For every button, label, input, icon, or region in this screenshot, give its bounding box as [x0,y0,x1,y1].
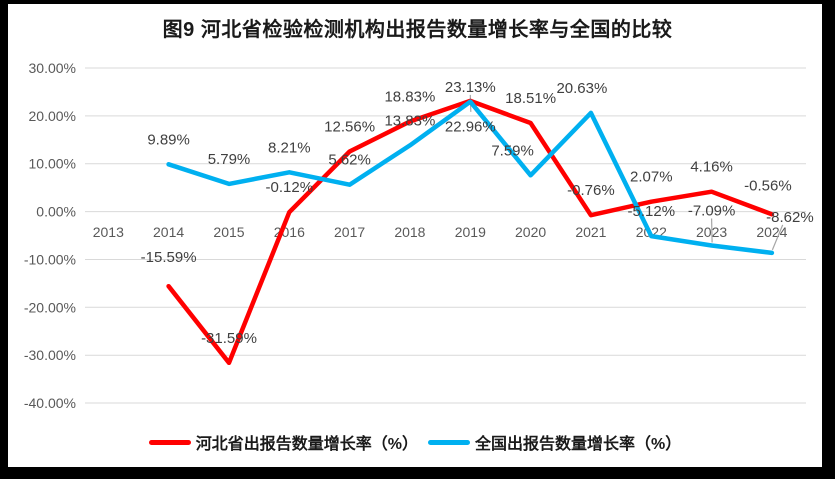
data-label: 8.21% [268,139,311,156]
data-label: 18.51% [505,90,556,107]
y-axis-tick-label: -30.00% [24,347,76,363]
y-axis-tick-label: -20.00% [24,299,76,315]
x-axis-label: 2020 [515,224,546,240]
y-axis-tick-label: 20.00% [29,108,76,124]
x-axis-label: 2014 [153,224,184,240]
legend-item-hebei: 河北省出报告数量增长率（%） [148,430,418,454]
data-label: 18.83% [384,89,435,106]
data-label: 20.63% [556,80,607,97]
data-label: 2.07% [630,169,673,186]
y-axis-tick-label: 10.00% [29,156,76,172]
data-label: -0.56% [744,177,792,194]
data-label: -7.09% [688,203,736,220]
x-axis-label: 2017 [334,224,365,240]
data-label: 13.83% [384,112,435,129]
data-label: 23.13% [445,79,496,96]
legend-line-swatch-national [428,439,470,445]
x-axis-label: 2024 [756,224,787,240]
legend-line-swatch-hebei [148,439,191,445]
data-label: -15.59% [141,249,197,266]
data-label: 22.96% [445,119,496,136]
legend-label-national: 全国出报告数量增长率（%） [475,436,682,453]
x-axis-label: 2021 [575,224,606,240]
data-label: -31.59% [201,330,257,347]
data-label: -8.62% [766,209,814,226]
chart-canvas [8,4,822,467]
data-label: 4.16% [690,159,733,176]
data-label: -0.76% [567,182,615,199]
legend-label-hebei: 河北省出报告数量增长率（%） [195,436,418,453]
data-label: 12.56% [324,119,375,136]
x-axis-label: 2015 [213,224,244,240]
data-label: 9.89% [147,131,190,148]
x-axis-label: 2019 [455,224,486,240]
data-label: 5.62% [328,152,371,169]
label-leader-line [771,224,784,251]
chart-title: 图9 河北省检验检测机构出报告数量增长率与全国的比较 [162,19,673,41]
data-label: -0.12% [266,179,314,196]
x-axis-label: 2018 [394,224,425,240]
data-label: 5.79% [208,151,251,168]
y-axis-tick-label: -40.00% [24,395,76,411]
x-axis-label: 2013 [93,224,124,240]
chart-legend: 河北省出报告数量增长率（%） 全国出报告数量增长率（%） [8,430,822,454]
data-label: 7.59% [491,142,534,159]
y-axis-tick-label: -10.00% [24,252,76,268]
y-axis-tick-label: 30.00% [29,60,76,76]
label-leader-line [711,218,713,243]
data-label: -5.12% [628,203,676,220]
legend-item-national: 全国出报告数量增长率（%） [428,430,681,454]
y-axis-tick-label: 0.00% [36,204,76,220]
series-line-national [166,99,775,256]
